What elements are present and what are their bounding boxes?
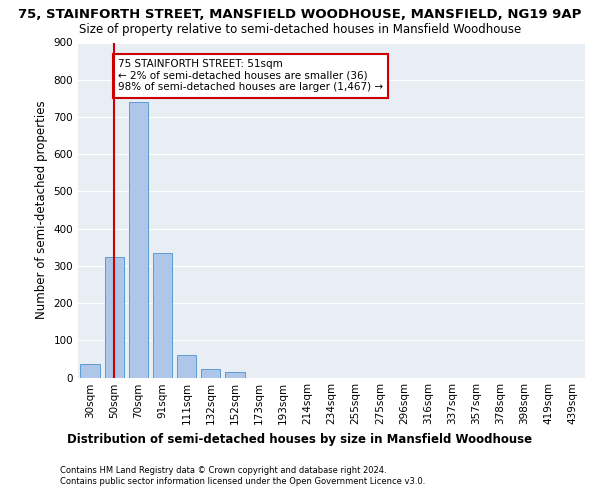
Text: Contains HM Land Registry data © Crown copyright and database right 2024.: Contains HM Land Registry data © Crown c… — [60, 466, 386, 475]
Bar — [153, 253, 172, 378]
Bar — [104, 256, 124, 378]
Bar — [177, 355, 196, 378]
Y-axis label: Number of semi-detached properties: Number of semi-detached properties — [35, 100, 48, 320]
Bar — [80, 364, 100, 378]
Bar — [201, 370, 220, 378]
Text: 75 STAINFORTH STREET: 51sqm
← 2% of semi-detached houses are smaller (36)
98% of: 75 STAINFORTH STREET: 51sqm ← 2% of semi… — [118, 59, 383, 92]
Text: 75, STAINFORTH STREET, MANSFIELD WOODHOUSE, MANSFIELD, NG19 9AP: 75, STAINFORTH STREET, MANSFIELD WOODHOU… — [19, 8, 581, 20]
Text: Size of property relative to semi-detached houses in Mansfield Woodhouse: Size of property relative to semi-detach… — [79, 22, 521, 36]
Bar — [128, 102, 148, 378]
Text: Distribution of semi-detached houses by size in Mansfield Woodhouse: Distribution of semi-detached houses by … — [67, 432, 533, 446]
Text: Contains public sector information licensed under the Open Government Licence v3: Contains public sector information licen… — [60, 478, 425, 486]
Bar — [225, 372, 245, 378]
